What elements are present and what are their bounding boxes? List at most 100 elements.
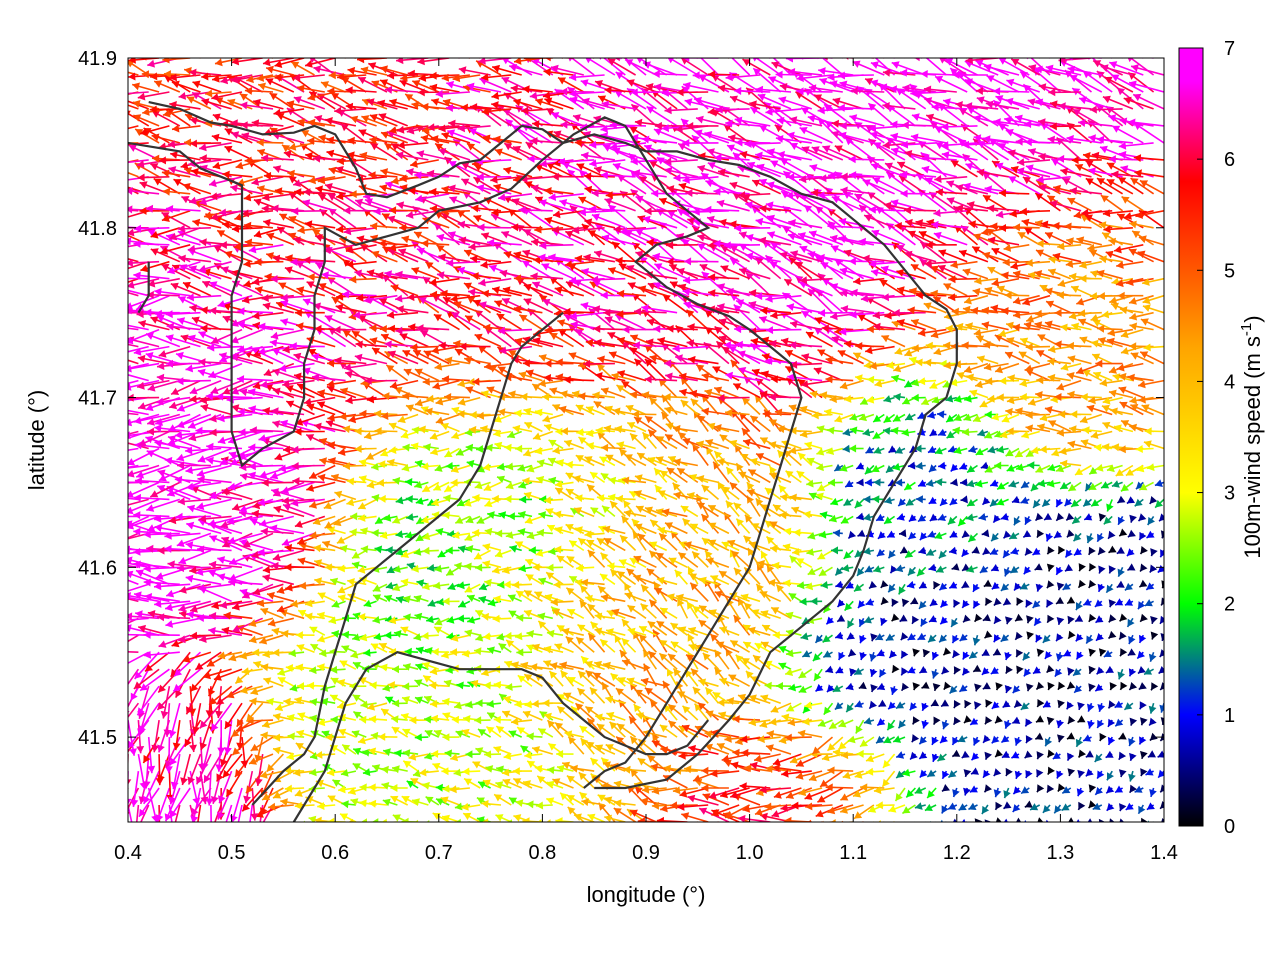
wind-vector-head: [993, 768, 1002, 776]
wind-vector-head: [235, 676, 244, 684]
wind-vector-head: [968, 802, 977, 810]
wind-vector-head: [634, 689, 643, 697]
wind-vector-head: [226, 690, 235, 699]
wind-vector-head: [133, 681, 142, 689]
wind-vector-head: [546, 629, 555, 638]
wind-vector-head: [515, 541, 524, 549]
wind-vector-head: [753, 655, 761, 663]
wind-vector-head: [892, 664, 900, 673]
wind-vector-head: [1039, 445, 1047, 454]
wind-vector-head: [505, 683, 513, 691]
wind-vector-head: [249, 757, 257, 765]
wind-vector-head: [522, 817, 530, 822]
wind-vector-head: [971, 767, 979, 775]
wind-vector-head: [967, 465, 976, 473]
wind-vector-shaft: [237, 804, 243, 822]
wind-vector-head: [392, 477, 401, 485]
wind-vector-head: [145, 664, 153, 672]
wind-vector-head: [887, 530, 896, 538]
wind-vector-head: [327, 768, 335, 777]
wind-vector-head: [619, 650, 628, 658]
wind-vector-head: [744, 764, 752, 773]
wind-vector-head: [359, 633, 368, 642]
wind-vector-head: [1118, 732, 1127, 740]
wind-vector-head: [220, 830, 228, 838]
wind-vector-head: [1003, 530, 1012, 539]
wind-vector-head: [380, 663, 388, 672]
wind-vector-head: [273, 733, 281, 742]
wind-vector-head: [523, 780, 531, 788]
wind-vector-head: [475, 563, 483, 572]
wind-vector-head: [508, 610, 517, 618]
wind-vector-head: [982, 682, 991, 690]
wind-vector-head: [554, 643, 563, 651]
wind-vector-head: [665, 522, 673, 530]
wind-vector-head: [690, 523, 699, 531]
wind-vector-shaft: [128, 617, 149, 621]
wind-vector-head: [382, 798, 391, 807]
wind-vector-head: [546, 780, 555, 789]
wind-vector-head: [431, 647, 439, 656]
wind-vector-head: [313, 544, 322, 553]
wind-vector-head: [838, 652, 846, 660]
wind-vector-head: [1147, 516, 1155, 525]
wind-vector-head: [319, 649, 327, 658]
wind-vector-head: [705, 550, 713, 559]
wind-vector-head: [260, 527, 268, 536]
wind-vector-head: [656, 552, 665, 560]
wind-vector-head: [495, 529, 503, 538]
wind-vector-head: [170, 781, 179, 790]
wind-vector-head: [228, 653, 237, 662]
wind-vector-head: [865, 767, 874, 776]
wind-vector-head: [799, 597, 807, 606]
wind-vector-head: [588, 633, 596, 642]
wind-vector-head: [405, 495, 413, 503]
wind-vector-shaft: [871, 821, 874, 822]
wind-vector-head: [849, 668, 857, 676]
wind-vector-head: [594, 660, 602, 669]
wind-vector-head: [857, 529, 866, 537]
wind-vector-head: [110, 645, 118, 652]
wind-vector-head: [1158, 769, 1164, 778]
wind-vector-head: [659, 533, 668, 541]
wind-vector-head: [941, 805, 949, 814]
wind-vector-head: [197, 545, 205, 554]
wind-vector-head: [130, 692, 138, 701]
wind-vector-head: [461, 649, 470, 658]
wind-vector-head: [982, 547, 991, 555]
wind-vector-head: [353, 711, 362, 719]
wind-vector-head: [712, 692, 721, 700]
wind-vector-head: [764, 660, 773, 668]
wind-vector-head: [587, 604, 596, 612]
wind-vector-head: [1144, 667, 1153, 675]
wind-vector-head: [199, 720, 208, 729]
wind-vector-head: [1129, 784, 1137, 793]
wind-vector-head: [143, 795, 151, 804]
wind-vector-head: [993, 634, 1001, 643]
wind-vector-head: [606, 609, 615, 618]
wind-vector-shaft: [128, 447, 129, 449]
wind-vector-head: [887, 722, 895, 731]
wind-vector-head: [856, 823, 864, 830]
wind-vector-head: [190, 815, 199, 822]
wind-vector-head: [1150, 616, 1158, 624]
wind-vector-head: [807, 531, 816, 540]
wind-vector-head: [853, 790, 861, 798]
wind-vector-head: [600, 552, 609, 561]
wind-vector-head: [788, 683, 796, 692]
wind-vector-head: [395, 548, 404, 556]
wind-vector-head: [381, 782, 390, 790]
wind-vector-head: [847, 735, 856, 744]
wind-vector-head: [509, 797, 518, 805]
wind-vector-head: [901, 682, 909, 691]
wind-vector-head: [1150, 631, 1159, 640]
wind-vector-shaft: [128, 532, 139, 539]
wind-vector-head: [776, 584, 784, 593]
wind-vector-head: [154, 582, 162, 591]
wind-vector-head: [297, 712, 306, 720]
wind-vector-head: [840, 806, 848, 814]
wind-vector-head: [415, 819, 419, 822]
wind-vector-head: [970, 717, 979, 725]
wind-vector-head: [966, 565, 975, 573]
wind-vector-head: [584, 530, 592, 539]
